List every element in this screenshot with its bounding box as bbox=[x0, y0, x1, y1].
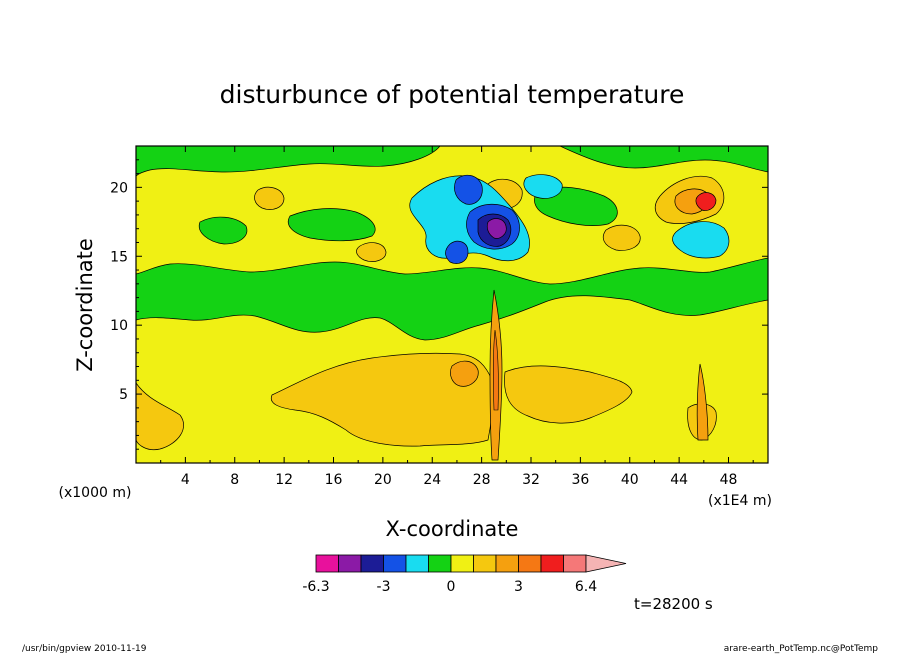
colorbar-swatch bbox=[428, 554, 452, 573]
contour-field bbox=[136, 146, 768, 463]
orange-region-lower-left bbox=[136, 382, 184, 451]
y-tick-label: 20 bbox=[110, 180, 128, 196]
colorbar-tick-label: 3 bbox=[514, 579, 523, 595]
x-tick-label: 12 bbox=[275, 472, 293, 488]
colorbar-swatch bbox=[405, 554, 429, 573]
chart-title: disturbunce of potential temperature bbox=[220, 80, 685, 109]
x-axis-ticks: 4 8 12 16 20 24 28 32 36 40 44 48 bbox=[160, 146, 754, 488]
x-scale-label: (x1E4 m) bbox=[708, 493, 772, 509]
purple-region-center bbox=[486, 218, 507, 239]
blue-region-center-3 bbox=[445, 240, 469, 264]
plume-right bbox=[696, 363, 709, 441]
colorbar-tick-label: -3 bbox=[377, 579, 391, 595]
x-tick-label: 24 bbox=[423, 472, 441, 488]
orange-blob-upper-2 bbox=[254, 186, 285, 210]
green-patch-upper-2 bbox=[559, 146, 768, 173]
y-tick-label: 15 bbox=[110, 249, 128, 265]
x-tick-label: 16 bbox=[325, 472, 343, 488]
x-tick-label: 36 bbox=[571, 472, 589, 488]
colorbar-swatch bbox=[473, 554, 497, 573]
colorbar-tick-labels: -6.3 -3 0 3 6.4 bbox=[302, 579, 597, 595]
colorbar bbox=[315, 554, 627, 573]
green-patch-upper-5 bbox=[198, 216, 248, 245]
green-patch-upper-4 bbox=[534, 186, 618, 226]
x-unit-label: (x1000 m) bbox=[59, 485, 132, 501]
colorbar-swatch bbox=[450, 554, 474, 573]
colorbar-swatch bbox=[495, 554, 519, 573]
y-axis-label: Z-coordinate bbox=[73, 238, 97, 372]
x-axis-label: X-coordinate bbox=[386, 517, 519, 541]
cyan-region-left bbox=[523, 174, 563, 199]
footer-right: arare-earth_PotTemp.nc@PotTemp bbox=[724, 644, 879, 654]
y-tick-label: 10 bbox=[110, 318, 128, 334]
green-patch-upper-3 bbox=[287, 208, 376, 242]
colorbar-tick-label: 6.4 bbox=[575, 579, 597, 595]
colorbar-tick-label: -6.3 bbox=[302, 579, 329, 595]
y-tick-label: 5 bbox=[119, 387, 128, 403]
plot-frame bbox=[135, 145, 769, 464]
colorbar-swatch bbox=[518, 554, 542, 573]
x-tick-label: 28 bbox=[473, 472, 491, 488]
x-tick-label: 20 bbox=[374, 472, 392, 488]
colorbar-overflow-arrow bbox=[585, 554, 627, 573]
y-axis-ticks: 5 10 15 20 bbox=[110, 159, 768, 450]
colorbar-tick-label: 0 bbox=[447, 579, 456, 595]
plume-center-core bbox=[493, 329, 499, 411]
orange-blob-upper-5 bbox=[602, 224, 641, 251]
orange-region-lower-right bbox=[504, 365, 633, 424]
green-patch-upper-1 bbox=[136, 146, 441, 177]
blue-region-center-1 bbox=[454, 174, 483, 205]
x-tick-label: 48 bbox=[720, 472, 738, 488]
x-tick-label: 44 bbox=[670, 472, 688, 488]
colorbar-swatch bbox=[360, 554, 384, 573]
time-annotation: t=28200 s bbox=[634, 595, 713, 613]
colorbar-swatch bbox=[338, 554, 362, 573]
colorbar-swatch bbox=[383, 554, 407, 573]
colorbar-swatch bbox=[315, 554, 339, 573]
x-tick-label: 4 bbox=[181, 472, 190, 488]
cyan-region-right bbox=[672, 221, 730, 259]
red-spot-upper-right bbox=[695, 192, 717, 211]
deep-orange-spot-lower bbox=[450, 360, 479, 387]
orange-blob-upper-4 bbox=[356, 242, 387, 262]
colorbar-swatch bbox=[563, 554, 587, 573]
colorbar-swatch bbox=[540, 554, 564, 573]
orange-region-lower-center bbox=[270, 352, 494, 447]
footer-left: /usr/bin/gpview 2010-11-19 bbox=[22, 644, 147, 654]
x-tick-label: 8 bbox=[230, 472, 239, 488]
x-tick-label: 40 bbox=[621, 472, 639, 488]
x-tick-label: 32 bbox=[522, 472, 540, 488]
